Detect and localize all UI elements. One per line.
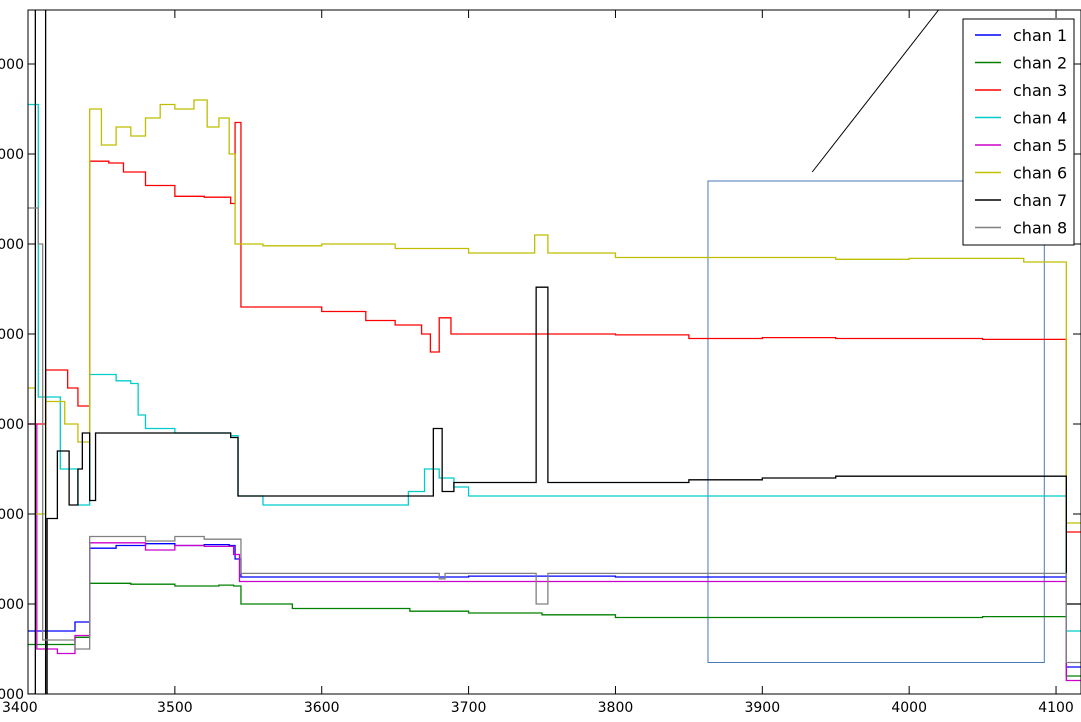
series-line-6 bbox=[28, 99, 1081, 524]
y-tick-label: 000 bbox=[0, 147, 24, 163]
y-tick-label: 000 bbox=[0, 687, 24, 703]
y-tick-label: 000 bbox=[0, 417, 24, 433]
x-tick-label: 3600 bbox=[304, 700, 340, 716]
y-tick-label: 000 bbox=[0, 57, 24, 73]
y-tick-label: 000 bbox=[0, 237, 24, 253]
legend-label: chan 7 bbox=[1013, 191, 1067, 210]
annotations bbox=[707, 10, 1045, 663]
x-tick-label: 4100 bbox=[1038, 700, 1074, 716]
legend-label: chan 2 bbox=[1013, 54, 1067, 73]
series-line-2 bbox=[28, 582, 1081, 677]
series-line-8 bbox=[28, 207, 1081, 664]
legend: chan 1 chan 2 chan 3 chan 4 chan 5 chan 6 chan… bbox=[962, 18, 1075, 246]
x-tick-label: 3700 bbox=[451, 700, 487, 716]
series-line-1 bbox=[28, 543, 1081, 668]
legend-label: chan 1 bbox=[1013, 26, 1067, 45]
legend-box bbox=[962, 18, 1075, 246]
y-tick-label: 000 bbox=[0, 507, 24, 523]
pointer-line bbox=[811, 10, 939, 173]
legend-label: chan 4 bbox=[1013, 109, 1067, 128]
series-line-4 bbox=[28, 103, 1081, 632]
y-tick-label: 000 bbox=[0, 327, 24, 343]
x-tick-label: 3800 bbox=[598, 700, 634, 716]
y-tick-label: 000 bbox=[0, 597, 24, 613]
zoom-rectangle bbox=[707, 180, 1045, 663]
legend-label: chan 5 bbox=[1013, 136, 1067, 155]
plot-frame bbox=[27, 9, 1081, 695]
legend-label: chan 6 bbox=[1013, 164, 1067, 183]
x-tick-label: 3900 bbox=[744, 700, 780, 716]
x-tick-label: 3500 bbox=[157, 700, 193, 716]
x-tick-label: 3400 bbox=[2, 700, 38, 716]
legend-label: chan 3 bbox=[1013, 81, 1067, 100]
series-line-3 bbox=[28, 121, 1081, 533]
axes: 3400 3500 3600 3700 3800 3900 4000 4100 000 000 00… bbox=[0, 9, 1081, 716]
x-tick-label: 4000 bbox=[891, 700, 927, 716]
series-line-5 bbox=[28, 423, 1081, 682]
legend-label: chan 8 bbox=[1013, 219, 1067, 238]
series-line-7 bbox=[28, 10, 1081, 694]
series-group bbox=[28, 10, 1081, 694]
